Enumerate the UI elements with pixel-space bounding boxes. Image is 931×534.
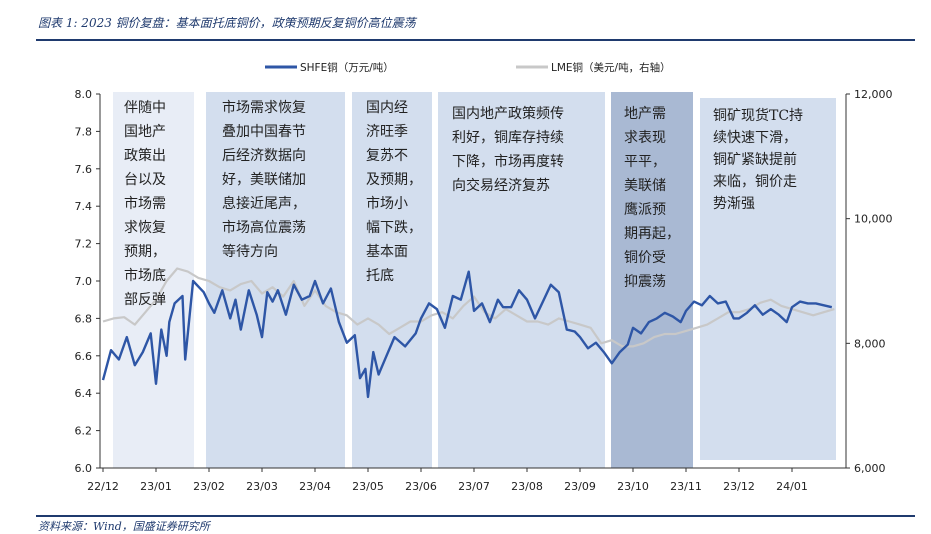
right-tick-label: 10,000	[854, 213, 893, 226]
annotation-box	[352, 92, 432, 468]
annotation-text: 伴随中	[124, 100, 166, 116]
annotation-text: 铜矿现货TC持	[713, 107, 803, 124]
x-tick-label: 23/11	[670, 480, 702, 493]
source-note: 资料来源：Wind，国盛证券研究所	[38, 520, 210, 533]
annotation-text: 求恢复	[124, 219, 166, 236]
annotation-text: 求表现	[624, 130, 666, 146]
annotation-text: 下降，市场再度转	[452, 153, 564, 170]
annotation-text: 利好，铜库存持续	[452, 129, 564, 146]
annotation-box	[438, 92, 605, 468]
annotation-text: 济旺季	[366, 124, 408, 140]
annotation-text: 期再起，	[624, 226, 680, 242]
x-tick-label: 23/02	[193, 480, 225, 493]
annotation-text: 台以及	[124, 172, 166, 188]
annotation-text: 国地产	[124, 124, 166, 140]
annotation-text: 部反弹	[124, 292, 166, 308]
lme-series-line	[102, 267, 835, 348]
chart-title: 图表 1: 2023 铜价复盘：基本面托底铜价，政策预期反复铜价高位震荡	[38, 16, 416, 30]
annotation-box	[700, 98, 836, 460]
annotation-text: 息接近尾声，	[222, 195, 306, 212]
x-tick-label: 23/06	[405, 480, 437, 493]
x-tick-label: 23/09	[564, 480, 596, 493]
annotation-text: 来临，铜价走	[713, 174, 797, 190]
left-tick-label: 7.4	[75, 200, 93, 213]
x-tick-label: 23/03	[246, 480, 278, 493]
annotation-text: 及预期，	[366, 172, 422, 188]
annotation-text: 后经济数据向	[222, 148, 306, 164]
annotation-box	[113, 92, 194, 468]
legend-label-shfe: SHFE铜（万元/吨）	[300, 61, 394, 74]
annotation-text: 市场高位震荡	[222, 219, 306, 236]
annotation-text: 鹰派预	[624, 202, 666, 218]
annotation-text: 叠加中国春节	[222, 124, 306, 140]
annotation-text: 市场小	[366, 195, 408, 212]
shfe-series-line	[101, 270, 833, 399]
left-tick-label: 6.6	[75, 350, 93, 363]
x-tick-label: 24/01	[776, 480, 808, 493]
x-tick-label: 23/12	[723, 480, 755, 493]
annotation-text: 预期，	[124, 244, 166, 260]
annotation-text: 国内经	[366, 100, 408, 116]
annotation-text: 国内地产政策频传	[452, 105, 564, 122]
top-rule	[36, 39, 915, 41]
annotation-text: 市场需	[124, 195, 166, 212]
annotation-text: 抑震荡	[624, 274, 666, 290]
x-tick-label: 23/07	[458, 480, 490, 493]
left-tick-label: 6.8	[75, 312, 93, 325]
legend-label-lme: LME铜（美元/吨，右轴）	[551, 61, 671, 74]
annotation-text: 向交易经济复苏	[452, 177, 550, 194]
annotation-text: 地产需	[624, 106, 666, 122]
left-tick-label: 7.8	[75, 125, 93, 138]
annotation-text: 美联储	[624, 178, 666, 194]
annotation-text: 托底	[366, 268, 394, 284]
annotation-text: 基本面	[366, 243, 408, 260]
annotation-box	[611, 92, 693, 468]
right-tick-label: 6,000	[854, 462, 886, 475]
annotation-text: 市场需求恢复	[222, 99, 306, 116]
x-tick-label: 23/01	[140, 480, 172, 493]
left-tick-label: 6.4	[75, 387, 93, 400]
x-tick-label: 23/05	[352, 480, 384, 493]
left-tick-label: 6.2	[75, 425, 93, 438]
annotation-text: 政策出	[124, 147, 166, 164]
annotation-text: 续快速下滑，	[713, 129, 797, 146]
left-tick-label: 7.2	[75, 238, 93, 251]
annotation-text: 铜价受	[624, 250, 666, 266]
left-tick-label: 6.0	[75, 462, 93, 475]
annotation-text: 铜矿紧缺提前	[713, 151, 797, 168]
annotation-box	[206, 92, 345, 468]
left-tick-label: 7.0	[75, 275, 93, 288]
annotation-text: 复苏不	[366, 147, 408, 164]
left-tick-label: 8.0	[75, 88, 93, 101]
x-tick-label: 22/12	[87, 480, 119, 493]
annotation-text: 等待方向	[222, 243, 278, 260]
annotation-text: 好，美联储加	[222, 172, 306, 188]
annotation-text: 势渐强	[713, 196, 755, 212]
x-tick-label: 23/04	[299, 480, 331, 493]
x-tick-label: 23/08	[511, 480, 543, 493]
bottom-rule	[36, 515, 915, 517]
annotation-text: 幅下跌，	[366, 220, 422, 236]
x-tick-label: 23/10	[617, 480, 649, 493]
left-tick-label: 7.6	[75, 163, 93, 176]
annotation-text: 市场底	[124, 267, 166, 284]
annotation-text: 平平，	[624, 154, 666, 170]
right-tick-label: 12,000	[854, 88, 893, 101]
right-tick-label: 8,000	[854, 337, 886, 350]
